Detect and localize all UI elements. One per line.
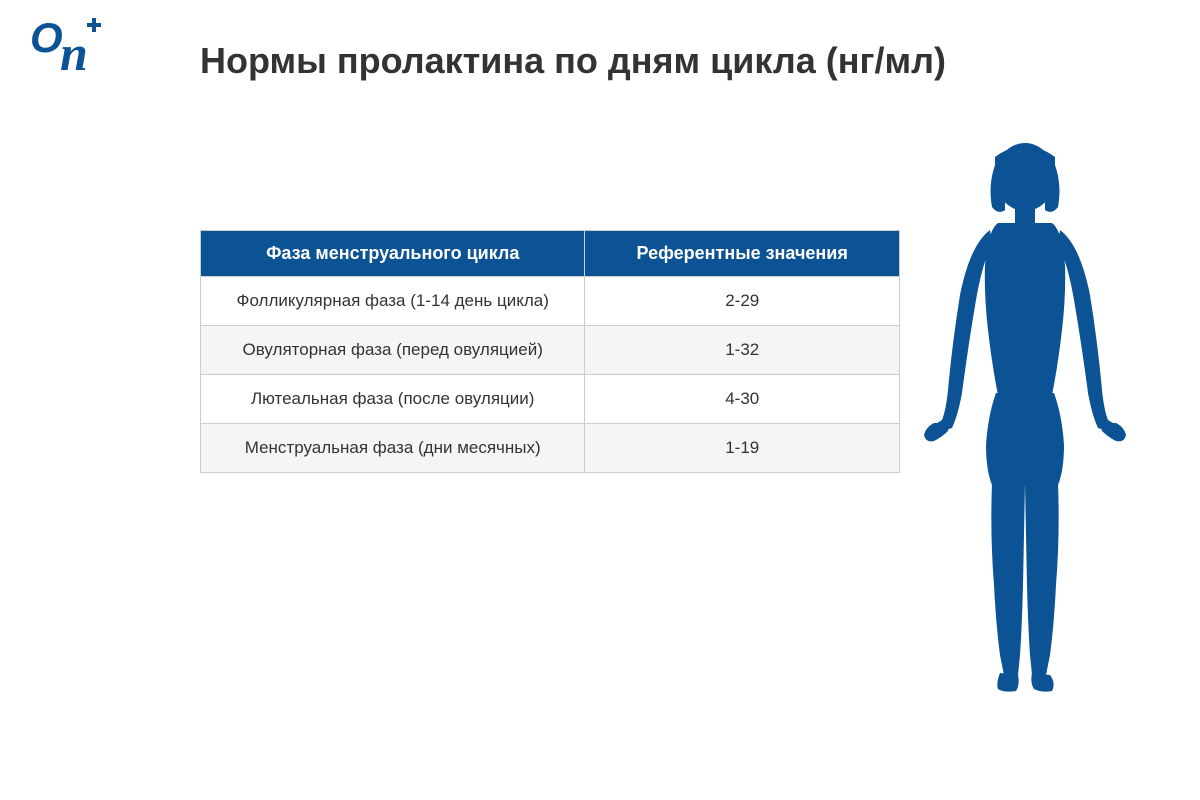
svg-text:n: n <box>60 25 88 80</box>
female-silhouette-icon <box>910 135 1140 695</box>
logo-icon: O n <box>30 10 110 80</box>
cell-value: 1-19 <box>585 424 900 473</box>
table-row: Лютеальная фаза (после овуляции) 4-30 <box>201 375 900 424</box>
cell-phase: Менструальная фаза (дни месячных) <box>201 424 585 473</box>
table-header-value: Референтные значения <box>585 231 900 277</box>
table-header-phase: Фаза менструального цикла <box>201 231 585 277</box>
reference-table: Фаза менструального цикла Референтные зн… <box>200 230 900 473</box>
table-row: Овуляторная фаза (перед овуляцией) 1-32 <box>201 326 900 375</box>
page-title: Нормы пролактина по дням цикла (нг/мл) <box>200 40 946 82</box>
cell-phase: Овуляторная фаза (перед овуляцией) <box>201 326 585 375</box>
cell-value: 2-29 <box>585 277 900 326</box>
table-row: Фолликулярная фаза (1-14 день цикла) 2-2… <box>201 277 900 326</box>
logo: O n <box>30 10 110 80</box>
female-silhouette <box>910 135 1140 695</box>
cell-phase: Лютеальная фаза (после овуляции) <box>201 375 585 424</box>
cell-value: 1-32 <box>585 326 900 375</box>
cell-value: 4-30 <box>585 375 900 424</box>
cell-phase: Фолликулярная фаза (1-14 день цикла) <box>201 277 585 326</box>
svg-text:O: O <box>30 14 63 61</box>
table-row: Менструальная фаза (дни месячных) 1-19 <box>201 424 900 473</box>
